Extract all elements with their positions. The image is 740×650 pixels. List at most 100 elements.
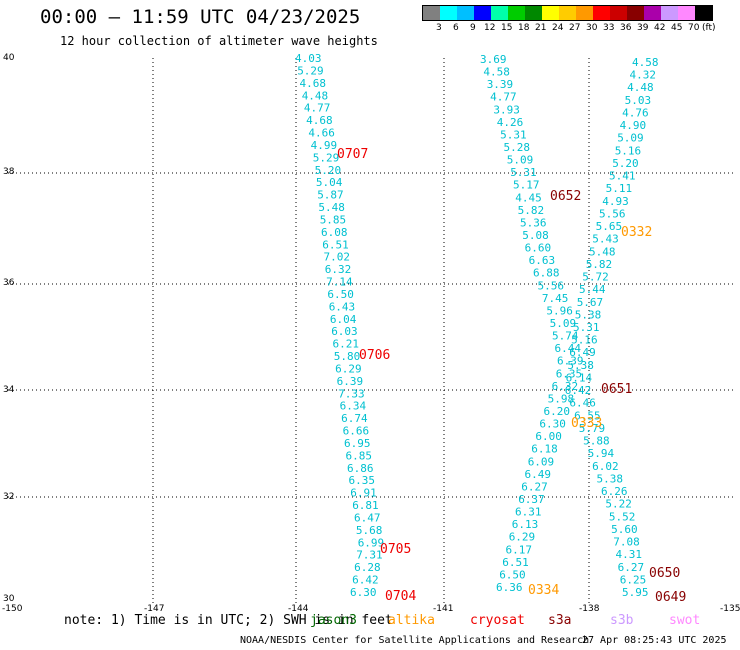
axis-labels: -150 -147 -144 -141 -138 -135 40 38 36 34 32 30 — [2, 53, 740, 614]
legend-swatch — [508, 6, 525, 20]
legend-labels: 3 6 9 12 15 18 21 24 27 30 33 36 39 42 45 70 (ft) — [422, 21, 716, 35]
wave-height-value: 5.38 — [597, 472, 624, 485]
pass-label: 0652 — [550, 189, 581, 204]
wave-height-value: 7.02 — [324, 251, 351, 264]
legend-label: 30 — [586, 23, 598, 33]
wave-height-value: 6.85 — [346, 449, 373, 462]
wave-height-value: 5.72 — [582, 271, 609, 284]
wave-height-value: 6.86 — [347, 462, 374, 475]
wave-height-value: 5.04 — [316, 176, 343, 189]
wave-height-value: 5.44 — [579, 283, 606, 296]
longitude-label: -138 — [579, 604, 600, 614]
wave-height-value: 6.13 — [512, 518, 539, 531]
color-legend: 3 6 9 12 15 18 21 24 27 30 33 36 39 42 45 70 (ft) — [422, 5, 716, 35]
wave-height-value: 6.74 — [341, 412, 368, 425]
legend-swatch — [627, 6, 644, 20]
wave-height-value: 6.66 — [343, 425, 370, 438]
wave-height-value: 6.51 — [502, 556, 529, 569]
wave-height-value: 6.46 — [569, 397, 596, 410]
satellite-label: cryosat — [470, 613, 525, 628]
pass-label: 0705 — [380, 542, 411, 557]
latitude-label: 36 — [3, 278, 15, 288]
wave-height-value: 6.08 — [321, 226, 348, 239]
wave-height-value: 6.35 — [556, 367, 583, 380]
wave-height-value: 4.58 — [632, 56, 659, 69]
legend-unit: (ft) — [702, 23, 716, 33]
wave-height-value: 5.17 — [513, 179, 540, 192]
wave-height-value: 5.29 — [313, 151, 340, 164]
wave-height-value: 6.34 — [340, 400, 367, 413]
wave-height-value: 6.37 — [518, 493, 545, 506]
legend-label: 6 — [453, 23, 459, 33]
wave-height-value: 4.68 — [300, 77, 327, 90]
latitude-label: 34 — [3, 385, 15, 395]
wave-height-value: 4.31 — [616, 548, 643, 561]
wave-height-value: 6.00 — [535, 430, 562, 443]
wave-height-value: 5.31 — [573, 321, 600, 334]
latitude-label: 38 — [3, 167, 15, 177]
wave-height-value: 6.26 — [601, 485, 628, 498]
altimeter-tracks: 4.035.294.684.484.774.684.664.995.295.20… — [295, 52, 659, 599]
wave-height-value: 6.02 — [592, 460, 619, 473]
wave-height-value: 4.77 — [490, 91, 516, 104]
wave-height-value: 4.77 — [304, 102, 331, 115]
legend-swatch — [593, 6, 610, 20]
wave-height-value: 4.58 — [483, 66, 510, 79]
wave-height-value: 5.80 — [334, 350, 361, 363]
wave-height-value: 3.93 — [493, 103, 520, 116]
legend-swatch — [610, 6, 627, 20]
wave-height-value: 6.81 — [352, 499, 379, 512]
wave-height-value: 7.08 — [613, 536, 640, 549]
legend-label: 12 — [484, 23, 496, 33]
wave-height-value: 6.50 — [327, 288, 354, 301]
legend-swatch — [576, 6, 593, 20]
wave-height-value: 4.93 — [602, 195, 629, 208]
wave-height-value: 5.79 — [579, 422, 606, 435]
wave-height-value: 5.82 — [586, 258, 613, 271]
longitude-label: -144 — [288, 604, 309, 614]
wave-height-value: 6.47 — [354, 512, 381, 525]
pass-label: 0707 — [337, 147, 368, 162]
wave-height-value: 7.14 — [326, 276, 353, 289]
legend-swatch — [559, 6, 576, 20]
map-subtitle: 12 hour collection of altimeter wave hei… — [60, 34, 378, 48]
wave-height-value: 4.26 — [497, 116, 524, 129]
wave-height-value: 5.16 — [571, 334, 598, 347]
wave-height-value: 5.22 — [605, 498, 632, 511]
wave-height-value: 6.09 — [528, 455, 555, 468]
wave-height-value: 5.48 — [589, 245, 616, 258]
wave-height-value: 6.36 — [496, 581, 523, 594]
wave-height-value: 6.51 — [322, 238, 349, 251]
wave-height-value: 5.28 — [504, 141, 531, 154]
satellite-label: jason3 — [310, 613, 357, 628]
note-text: note: 1) Time is in UTC; 2) SWH is in fe… — [64, 613, 393, 628]
wave-height-value: 4.66 — [308, 127, 335, 140]
wave-height-value: 4.48 — [627, 81, 654, 94]
wave-height-value: 5.60 — [611, 523, 638, 536]
legend-label: 45 — [671, 23, 683, 33]
wave-height-value: 6.30 — [539, 418, 566, 431]
wave-height-value: 6.63 — [529, 254, 556, 267]
legend-label: 42 — [654, 23, 666, 33]
legend-label: 15 — [501, 23, 513, 33]
wave-height-value: 5.56 — [538, 279, 565, 292]
wave-height-value: 6.25 — [620, 573, 647, 586]
wave-height-value: 6.32 — [552, 380, 579, 393]
legend-label: 70 — [688, 23, 700, 33]
wave-height-value: 6.39 — [557, 355, 584, 368]
wave-height-value: 4.03 — [295, 52, 322, 65]
satellite-label: s3a — [548, 613, 572, 628]
latitude-label: 40 — [3, 53, 15, 63]
wave-height-value: 6.20 — [544, 405, 571, 418]
wave-height-value: 5.11 — [606, 182, 633, 195]
legend-swatch — [678, 6, 695, 20]
wave-height-value: 5.87 — [317, 189, 344, 202]
wave-height-value: 5.20 — [315, 164, 342, 177]
wave-height-value: 5.65 — [596, 220, 623, 233]
legend-label: 21 — [535, 23, 547, 33]
wave-height-value: 6.99 — [358, 536, 385, 549]
wave-height-value: 6.31 — [515, 506, 542, 519]
pass-label: 0704 — [385, 589, 416, 604]
satellite-label: s3b — [610, 613, 634, 628]
